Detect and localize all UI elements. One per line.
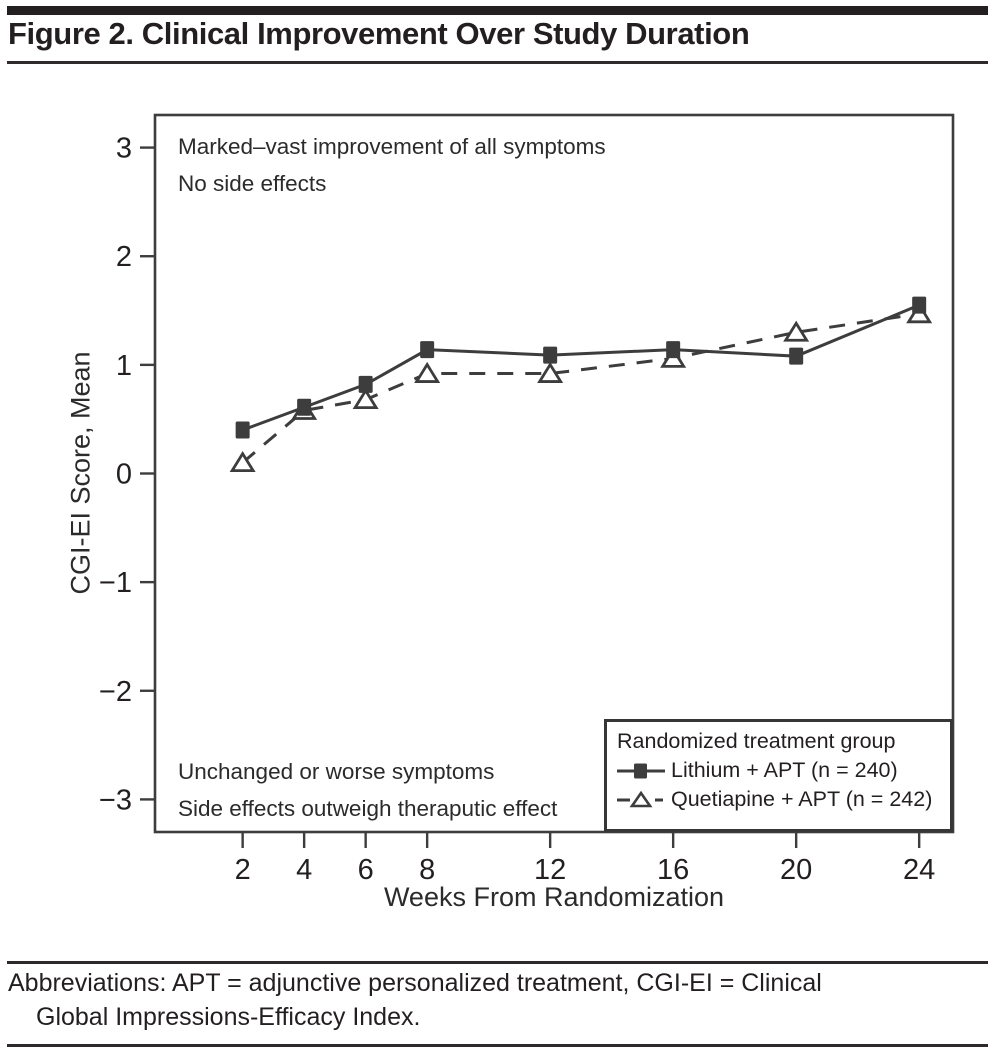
- marker-open-triangle: [537, 361, 564, 383]
- marker-filled-square: [789, 347, 804, 365]
- quetiapine-marker-icon: [617, 790, 663, 807]
- y-tick-label: 0: [116, 459, 132, 491]
- x-tick-label: 4: [296, 854, 312, 886]
- abbreviations-line-1: Abbreviations: APT = adjunctive personal…: [8, 969, 822, 997]
- y-axis-label: CGI-EI Score, Mean: [65, 351, 96, 595]
- y-tick-label: −1: [99, 567, 132, 599]
- marker-filled-square: [358, 375, 373, 393]
- marker-filled-square: [235, 421, 250, 439]
- x-tick-label: 12: [534, 854, 566, 886]
- x-tick-label: 2: [235, 854, 251, 886]
- legend-row-quetiapine: Quetiapine + APT (n = 242): [617, 787, 946, 812]
- x-tick-label: 24: [903, 854, 935, 886]
- annotation-bottom-left: Unchanged or worse symptoms Side effects…: [178, 753, 557, 827]
- annotation-line-2: Side effects outweigh theraputic effect: [178, 796, 558, 821]
- footer-bottom-rule: [7, 1044, 988, 1047]
- figure-title: Figure 2. Clinical Improvement Over Stud…: [8, 16, 750, 51]
- marker-open-triangle: [414, 361, 441, 383]
- abbreviations-line-2: Global Impressions-Efficacy Index.: [36, 1003, 421, 1031]
- x-tick-label: 8: [419, 854, 435, 886]
- legend-title: Randomized treatment group: [617, 729, 896, 753]
- y-tick-label: 1: [116, 350, 132, 382]
- annotation-line-1: Marked–vast improvement of all symptoms: [178, 134, 606, 159]
- annotation-line-1: Unchanged or worse symptoms: [178, 759, 495, 784]
- y-tick-label: −3: [99, 784, 132, 816]
- x-tick-label: 6: [358, 854, 374, 886]
- abbreviations-text: Abbreviations: APT = adjunctive personal…: [8, 966, 822, 1034]
- x-tick-label: 20: [780, 854, 812, 886]
- marker-filled-square: [297, 398, 312, 416]
- marker-filled-square: [666, 341, 681, 359]
- footer-top-rule: [7, 961, 988, 964]
- x-axis-label: Weeks From Randomization: [383, 882, 725, 912]
- marker-filled-square: [912, 296, 927, 314]
- legend-label-quetiapine: Quetiapine + APT (n = 242): [671, 787, 933, 811]
- header-bar: [7, 6, 988, 15]
- title-rule: [7, 61, 988, 64]
- series-line-lithium: [242, 303, 920, 432]
- annotation-top-left: Marked–vast improvement of all symptoms …: [178, 128, 606, 202]
- y-tick-label: 2: [116, 241, 132, 273]
- marker-open-triangle: [229, 450, 256, 473]
- marker-filled-square: [420, 341, 435, 359]
- marker-open-triangle: [783, 320, 810, 342]
- marker-filled-square: [543, 346, 558, 364]
- marker-open-triangle: [352, 387, 379, 410]
- lithium-marker-icon: [617, 763, 665, 778]
- y-tick-label: 3: [116, 133, 132, 165]
- legend-row-lithium: Lithium + APT (n = 240): [617, 758, 946, 783]
- legend-label-lithium: Lithium + APT (n = 240): [671, 758, 898, 782]
- series-line-quetiapine: [241, 312, 920, 464]
- y-tick-label: −2: [99, 676, 132, 708]
- legend-box: Randomized treatment group Lithium + APT…: [604, 719, 953, 832]
- x-tick-label: 16: [657, 854, 689, 886]
- annotation-line-2: No side effects: [178, 171, 327, 196]
